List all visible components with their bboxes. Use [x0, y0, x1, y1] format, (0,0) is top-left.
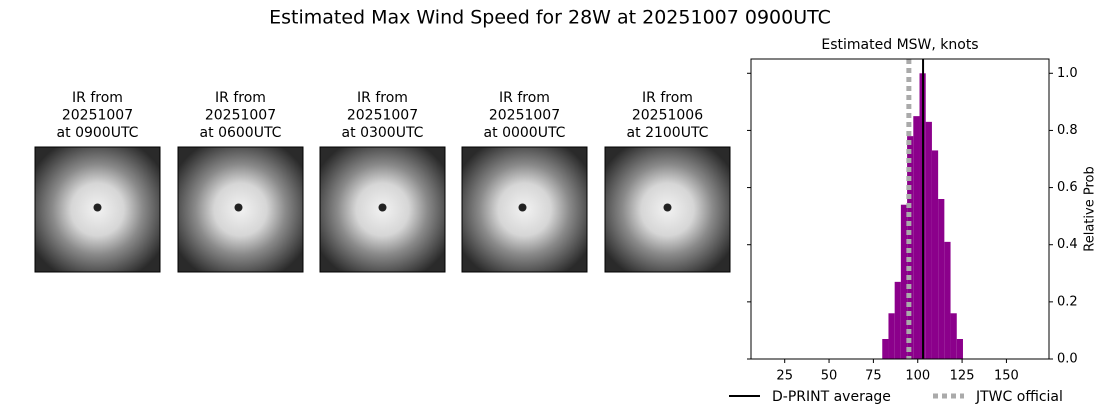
panel-caption: 20251007 — [347, 108, 418, 124]
bar — [931, 150, 939, 359]
storm-eye — [663, 203, 672, 212]
panel-caption: IR from — [357, 90, 408, 106]
bar — [938, 199, 945, 359]
y-tick-label: 0.6 — [1057, 180, 1078, 195]
bar — [882, 339, 889, 359]
y-axis-label: Relative Prob — [1083, 166, 1098, 251]
panel-caption: 20251006 — [632, 108, 703, 124]
bar — [925, 121, 932, 359]
x-tick-label: 100 — [905, 369, 930, 384]
bar — [944, 241, 951, 359]
title: Estimated Max Wind Speed for 28W at 2025… — [269, 7, 831, 29]
bar — [950, 313, 957, 359]
storm-eye — [378, 203, 387, 212]
y-tick-label: 1.0 — [1057, 66, 1078, 81]
panel-caption: IR from — [499, 90, 550, 106]
panel-caption: 20251007 — [489, 108, 560, 124]
panel-caption: IR from — [215, 90, 266, 106]
bar — [900, 204, 908, 359]
y-tick-label: 0.8 — [1057, 123, 1078, 138]
bar — [907, 136, 914, 359]
panel-caption: 20251007 — [205, 108, 276, 124]
axes-frame — [750, 58, 1050, 360]
x-tick-label: 25 — [776, 369, 793, 384]
panel-caption: at 2100UTC — [627, 125, 709, 141]
panel-caption: 20251007 — [62, 108, 133, 124]
x-tick-label: 75 — [865, 369, 882, 384]
y-tick-label: 0.4 — [1057, 237, 1078, 252]
storm-eye — [518, 203, 527, 212]
panel-caption: at 0300UTC — [342, 125, 424, 141]
y-tick-label: 0.2 — [1057, 294, 1078, 309]
y-tick-label: 0.0 — [1057, 352, 1078, 367]
panel-caption: at 0000UTC — [484, 125, 566, 141]
bar — [913, 116, 920, 360]
subtitle: Estimated MSW, knots — [821, 37, 978, 53]
bar — [956, 339, 963, 359]
x-tick-label: 125 — [950, 369, 975, 384]
bar — [894, 281, 901, 359]
storm-eye — [234, 203, 243, 212]
panel-caption: at 0900UTC — [57, 125, 139, 141]
x-tick-label: 150 — [994, 369, 1019, 384]
storm-eye — [93, 203, 102, 212]
panel-caption: at 0600UTC — [200, 125, 282, 141]
legend-label: JTWC official — [975, 389, 1063, 405]
histogram-plot: Estimated MSW, knots 25 50 75 100 125 150 0.0 0.… — [729, 37, 1098, 405]
x-tick-label: 50 — [821, 369, 838, 384]
panel-caption: IR from — [642, 90, 693, 106]
bar — [888, 313, 895, 359]
legend-label: D-PRINT average — [772, 389, 891, 405]
panel-caption: IR from — [72, 90, 123, 106]
